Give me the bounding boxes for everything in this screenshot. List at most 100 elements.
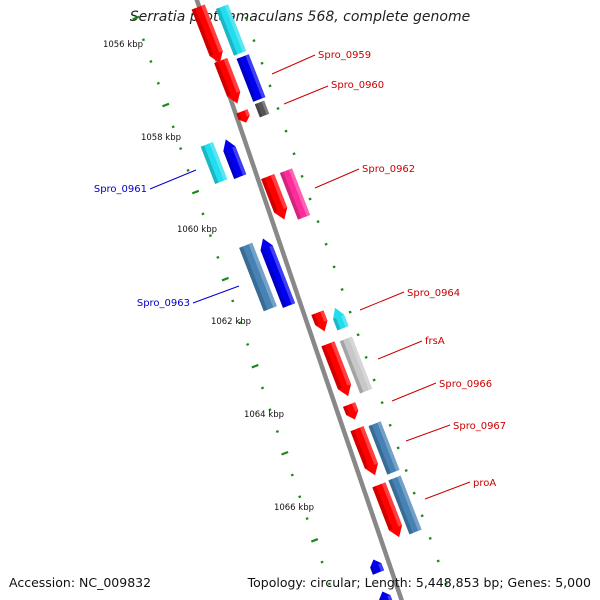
gene-shadow xyxy=(339,339,364,394)
label-leader-lines xyxy=(149,54,471,500)
gene-body xyxy=(279,168,311,220)
gene-label: Spro_0963 xyxy=(137,298,190,309)
label-leader-line xyxy=(405,424,451,442)
genome-summary-text: Topology: circular; Length: 5,448,853 bp… xyxy=(247,575,591,590)
gene-body xyxy=(339,336,373,394)
scale-tick xyxy=(141,38,146,42)
label-leader-line xyxy=(192,285,240,304)
gene-shadow xyxy=(223,149,238,179)
gene-body xyxy=(239,242,277,312)
scale-tick xyxy=(191,189,200,195)
gene-label: Spro_0964 xyxy=(407,288,460,299)
scale-tick xyxy=(216,255,220,259)
gene-highlight xyxy=(245,54,266,99)
gene-shadow xyxy=(261,177,278,213)
map-title: Serratia proteamaculans 568, complete ge… xyxy=(129,9,471,25)
gene-label: Spro_0967 xyxy=(453,421,506,432)
gene-shadow xyxy=(333,317,341,331)
scale-tick xyxy=(238,321,242,325)
gene-feature xyxy=(321,341,352,397)
gene-highlight xyxy=(397,475,422,531)
scale-tick xyxy=(305,517,309,521)
gene-feature xyxy=(350,426,378,476)
gene-shadow xyxy=(236,57,257,102)
label-leader-line xyxy=(149,169,197,190)
scale-label: 1064 kbp xyxy=(244,410,284,420)
gene-body xyxy=(379,591,394,600)
scale-tick xyxy=(388,423,392,427)
scale-tick xyxy=(149,60,153,64)
gene-shadow xyxy=(388,479,413,535)
gene-label: Spro_0959 xyxy=(318,50,371,61)
gene-feature xyxy=(279,168,311,220)
scale-tick xyxy=(324,242,328,246)
scale-tick xyxy=(332,265,336,269)
gene-highlight xyxy=(330,341,352,386)
label-leader-line xyxy=(283,85,329,105)
gene-shadow xyxy=(191,8,214,57)
scale-tick xyxy=(260,386,265,390)
gene-feature xyxy=(311,310,328,332)
scale-tick xyxy=(231,299,235,303)
scale-label: 1060 kbp xyxy=(177,225,217,235)
gene-feature xyxy=(191,4,223,63)
gene-feature xyxy=(236,109,250,123)
gene-shadow xyxy=(372,486,393,531)
gene-shadow xyxy=(321,345,342,390)
scale-tick xyxy=(436,559,440,563)
scale-label: 1066 kbp xyxy=(274,503,314,513)
gene-shadow xyxy=(260,248,287,308)
scale-tick xyxy=(284,129,288,133)
scale-tick xyxy=(372,378,376,382)
scale-tick xyxy=(156,81,160,85)
gene-feature xyxy=(200,142,228,184)
scale-tick xyxy=(186,168,190,172)
scale-tick xyxy=(444,582,448,586)
gene-feature xyxy=(333,307,349,331)
gene-shadow xyxy=(254,103,263,118)
scale-tick xyxy=(364,355,368,359)
gene-highlight xyxy=(381,482,403,527)
gene-label: proA xyxy=(473,478,496,489)
gene-highlight xyxy=(288,168,311,217)
scale-tick xyxy=(260,61,264,65)
scale-tick xyxy=(327,582,332,586)
gene-label: frsA xyxy=(425,336,445,347)
scale-label: 1062 kbp xyxy=(211,317,251,327)
scale-tick xyxy=(252,39,256,43)
gene-highlight xyxy=(224,4,247,53)
gene-label: Spro_0966 xyxy=(439,379,492,390)
gene-shadow xyxy=(239,246,268,312)
scale-tick xyxy=(428,536,432,540)
gene-highlight xyxy=(201,4,223,53)
gene-highlight xyxy=(348,336,373,391)
gene-feature xyxy=(343,402,359,420)
scale-tick xyxy=(340,288,344,291)
gene-body xyxy=(236,54,266,102)
gene-highlight xyxy=(261,100,270,115)
gene-feature xyxy=(260,238,296,308)
gene-shadow xyxy=(370,566,377,575)
scale-tick xyxy=(221,276,229,282)
scale-tick xyxy=(348,310,352,314)
gene-feature xyxy=(388,475,422,535)
scale-tick xyxy=(132,15,140,21)
scale-tick xyxy=(201,212,205,216)
gene-shadow xyxy=(311,313,319,326)
gene-highlight xyxy=(232,146,247,176)
gene-highlight xyxy=(378,563,385,572)
scale-tick xyxy=(316,220,320,224)
scale-tick xyxy=(179,147,183,151)
scale-tick xyxy=(268,84,272,88)
gene-feature xyxy=(215,4,247,56)
scale-tick xyxy=(404,469,408,472)
gene-highlight xyxy=(244,109,250,117)
scale-tick xyxy=(268,408,272,412)
gene-shadow xyxy=(214,61,231,97)
scale-tick xyxy=(281,450,289,456)
gene-shadow xyxy=(236,112,242,120)
inner-scale-ticks xyxy=(132,15,332,586)
scale-tick xyxy=(396,446,400,450)
gene-shadow xyxy=(350,429,369,469)
label-leader-line xyxy=(424,481,471,500)
